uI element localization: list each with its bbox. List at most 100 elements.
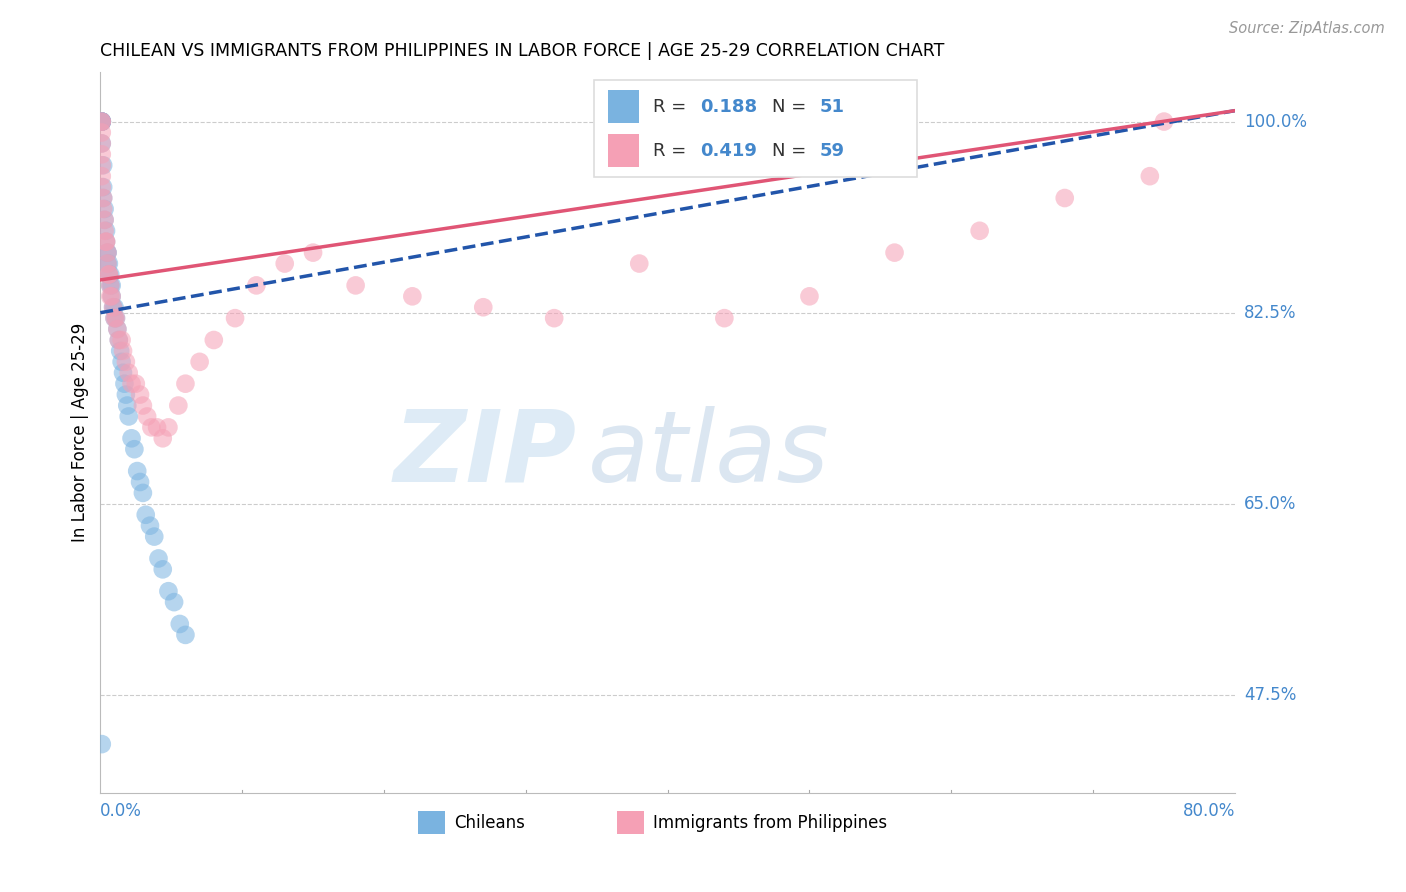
- Text: 80.0%: 80.0%: [1182, 802, 1234, 820]
- FancyBboxPatch shape: [607, 134, 640, 167]
- Point: [94, 235, 117, 249]
- Point: [90, 114, 112, 128]
- FancyBboxPatch shape: [607, 90, 640, 123]
- Point: [127, 464, 149, 478]
- Text: 65.0%: 65.0%: [1244, 495, 1296, 513]
- Point: [1139, 169, 1161, 184]
- Text: CHILEAN VS IMMIGRANTS FROM PHILIPPINES IN LABOR FORCE | AGE 25-29 CORRELATION CH: CHILEAN VS IMMIGRANTS FROM PHILIPPINES I…: [100, 42, 945, 60]
- Point: [115, 355, 138, 369]
- Point: [90, 114, 112, 128]
- Point: [90, 737, 112, 751]
- Point: [90, 114, 112, 128]
- Point: [101, 300, 124, 314]
- Point: [132, 486, 155, 500]
- Point: [344, 278, 367, 293]
- Text: Chileans: Chileans: [454, 814, 526, 832]
- Point: [118, 366, 141, 380]
- Point: [93, 202, 115, 216]
- Text: 47.5%: 47.5%: [1244, 686, 1296, 704]
- Point: [91, 191, 114, 205]
- Point: [98, 268, 121, 282]
- Point: [90, 126, 112, 140]
- Point: [152, 431, 174, 445]
- Point: [93, 212, 115, 227]
- Point: [90, 136, 112, 151]
- Point: [97, 268, 120, 282]
- Point: [121, 431, 143, 445]
- Y-axis label: In Labor Force | Age 25-29: In Labor Force | Age 25-29: [72, 323, 89, 542]
- Point: [103, 311, 125, 326]
- Point: [93, 224, 115, 238]
- Text: 0.188: 0.188: [700, 98, 758, 116]
- Point: [93, 212, 115, 227]
- Point: [91, 202, 114, 216]
- Point: [799, 289, 821, 303]
- Text: ZIP: ZIP: [394, 406, 576, 503]
- Point: [129, 475, 152, 489]
- Point: [112, 366, 135, 380]
- Text: R =: R =: [652, 142, 692, 160]
- Point: [103, 300, 125, 314]
- Point: [141, 420, 163, 434]
- Text: 51: 51: [820, 98, 845, 116]
- Point: [91, 158, 114, 172]
- Text: N =: N =: [772, 98, 813, 116]
- Point: [90, 136, 112, 151]
- Text: 82.5%: 82.5%: [1244, 303, 1296, 322]
- Point: [111, 333, 134, 347]
- Point: [139, 518, 162, 533]
- Point: [90, 114, 112, 128]
- Text: Source: ZipAtlas.com: Source: ZipAtlas.com: [1229, 21, 1385, 36]
- Point: [1053, 191, 1076, 205]
- Point: [157, 420, 180, 434]
- Text: 0.419: 0.419: [700, 142, 758, 160]
- Point: [98, 289, 121, 303]
- Point: [103, 311, 125, 326]
- Point: [188, 355, 211, 369]
- Point: [121, 376, 143, 391]
- Point: [167, 399, 190, 413]
- Point: [107, 333, 129, 347]
- Text: N =: N =: [772, 142, 813, 160]
- Point: [115, 387, 138, 401]
- Point: [124, 442, 146, 457]
- Point: [174, 376, 197, 391]
- Point: [111, 355, 134, 369]
- Point: [202, 333, 225, 347]
- Point: [118, 409, 141, 424]
- Point: [543, 311, 565, 326]
- Point: [94, 235, 117, 249]
- Point: [114, 376, 136, 391]
- Point: [146, 420, 169, 434]
- Point: [148, 551, 170, 566]
- Point: [108, 343, 131, 358]
- Text: R =: R =: [652, 98, 692, 116]
- Point: [101, 300, 124, 314]
- Point: [96, 245, 118, 260]
- Point: [96, 256, 118, 270]
- Point: [104, 311, 127, 326]
- Point: [401, 289, 423, 303]
- Point: [98, 278, 121, 293]
- Point: [91, 180, 114, 194]
- Point: [94, 224, 117, 238]
- Point: [96, 256, 118, 270]
- Point: [100, 289, 122, 303]
- Point: [157, 584, 180, 599]
- Point: [100, 289, 122, 303]
- Point: [628, 256, 651, 270]
- Point: [90, 114, 112, 128]
- Point: [97, 268, 120, 282]
- Point: [97, 268, 120, 282]
- Point: [90, 169, 112, 184]
- Text: Immigrants from Philippines: Immigrants from Philippines: [652, 814, 887, 832]
- Point: [112, 343, 135, 358]
- Point: [135, 508, 157, 522]
- Text: atlas: atlas: [588, 406, 830, 503]
- Point: [90, 114, 112, 128]
- Point: [97, 256, 120, 270]
- Point: [94, 235, 117, 249]
- Point: [174, 628, 197, 642]
- Point: [152, 562, 174, 576]
- Point: [883, 245, 905, 260]
